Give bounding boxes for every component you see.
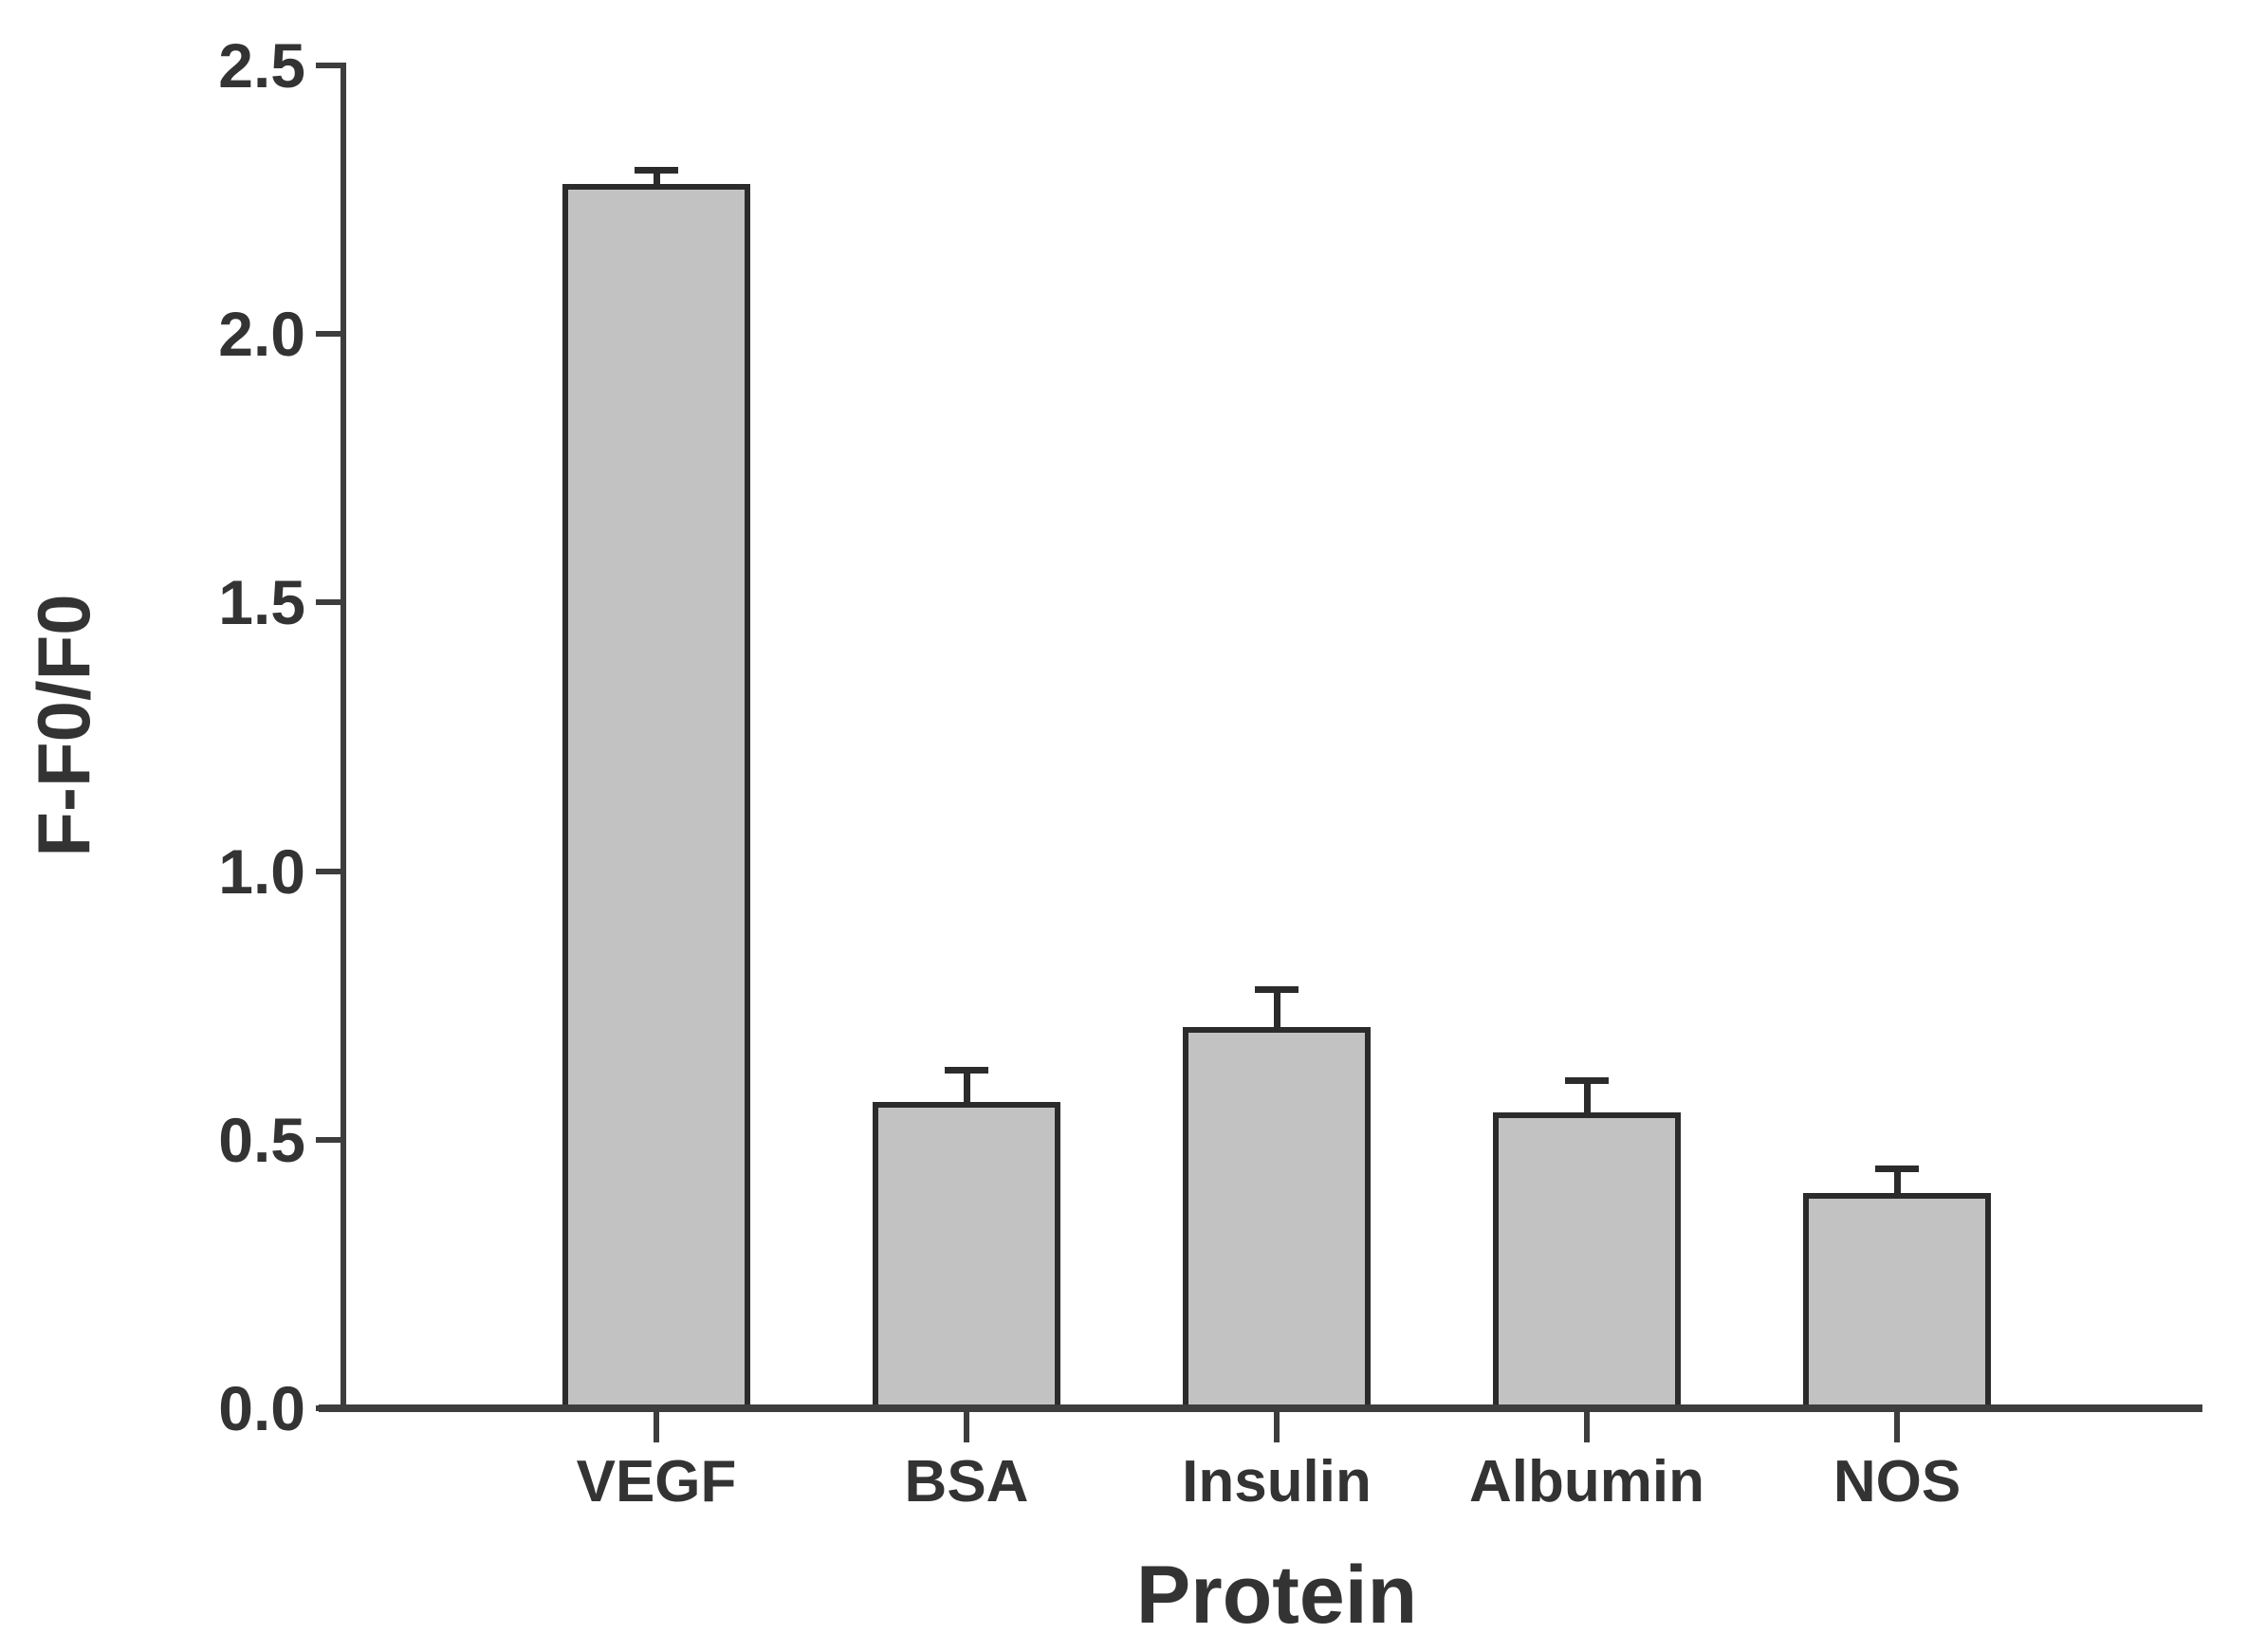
- bar-albumin: [1493, 1112, 1681, 1412]
- y-tick-label-2.0: 2.0: [218, 299, 305, 370]
- error-bar-cap-nos: [1875, 1166, 1919, 1173]
- x-tick-mark-bsa: [964, 1412, 969, 1442]
- y-tick-label-1.5: 1.5: [218, 567, 305, 638]
- x-axis-title: Protein: [1135, 1550, 1418, 1641]
- x-tick-mark-albumin: [1584, 1412, 1590, 1442]
- error-bar-cap-insulin: [1255, 985, 1298, 993]
- error-bar-stem-albumin: [1583, 1080, 1591, 1117]
- x-tick-mark-vegf: [654, 1412, 659, 1442]
- x-axis-line: [319, 1404, 2202, 1412]
- y-tick-mark-2.5: [316, 63, 341, 68]
- bar-vegf: [562, 183, 750, 1412]
- x-tick-label-albumin: Albumin: [1469, 1449, 1704, 1514]
- y-tick-mark-2.0: [316, 331, 341, 338]
- error-bar-cap-vegf: [635, 166, 678, 174]
- y-tick-mark-1.5: [316, 599, 341, 606]
- error-bar-stem-insulin: [1273, 989, 1280, 1031]
- y-tick-label-2.5: 2.5: [218, 30, 305, 101]
- y-tick-label-0.0: 0.0: [218, 1373, 305, 1443]
- error-bar-stem-bsa: [963, 1070, 970, 1107]
- error-bar-cap-bsa: [945, 1066, 988, 1074]
- bar-bsa: [873, 1102, 1060, 1412]
- x-tick-mark-insulin: [1274, 1412, 1280, 1442]
- x-tick-mark-nos: [1894, 1412, 1900, 1442]
- error-bar-stem-vegf: [653, 170, 660, 188]
- x-tick-label-bsa: BSA: [904, 1449, 1029, 1514]
- bar-nos: [1803, 1193, 1991, 1412]
- y-tick-mark-0.5: [316, 1136, 341, 1143]
- x-tick-label-insulin: Insulin: [1182, 1449, 1372, 1514]
- y-tick-mark-1.0: [316, 868, 341, 874]
- y-tick-label-1.0: 1.0: [218, 835, 305, 907]
- y-tick-label-0.5: 0.5: [218, 1104, 305, 1175]
- x-tick-label-vegf: VEGF: [576, 1449, 737, 1514]
- error-bar-cap-albumin: [1565, 1076, 1609, 1084]
- x-tick-label-nos: NOS: [1833, 1449, 1962, 1514]
- error-bar-stem-nos: [1893, 1168, 1901, 1198]
- y-axis-line: [341, 63, 346, 1412]
- bar-insulin: [1183, 1026, 1371, 1412]
